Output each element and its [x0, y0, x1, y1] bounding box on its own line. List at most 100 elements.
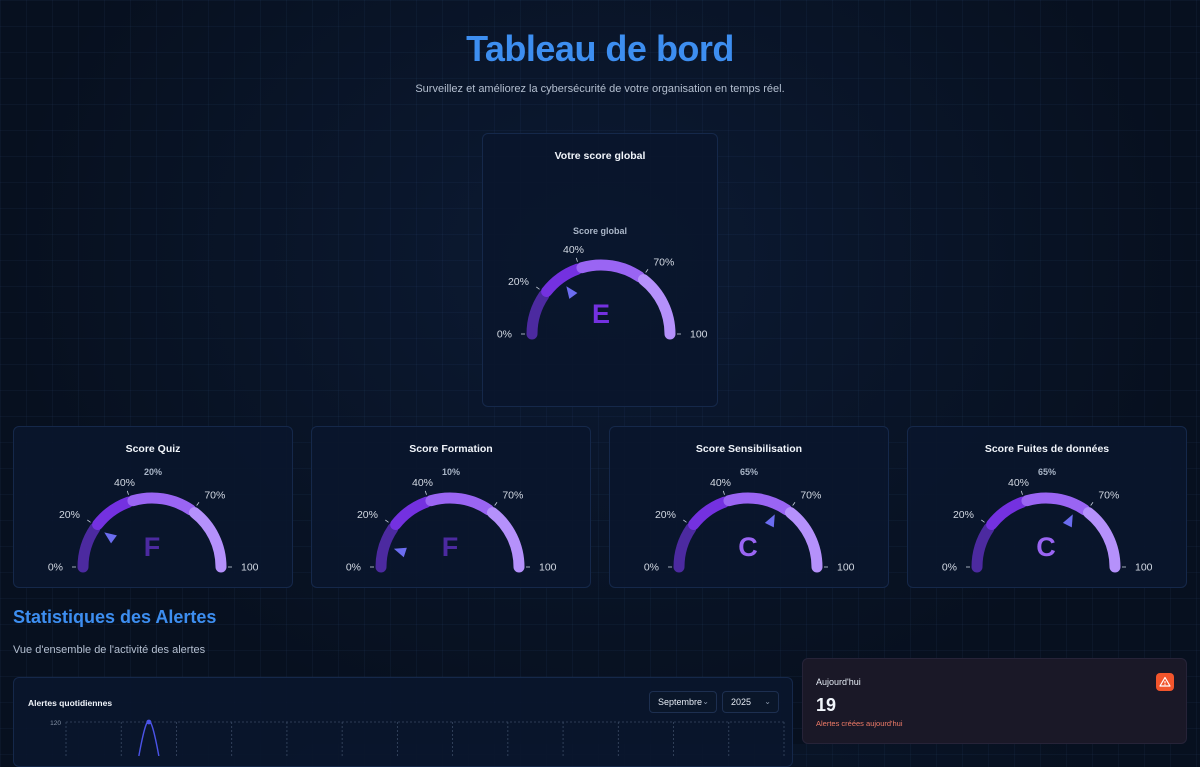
score-formation-gauge: 0% 20% 40% 70% 100 F — [346, 477, 557, 574]
score-quiz-gauge: 0% 20% 40% 70% 100 F — [48, 477, 259, 574]
global-gauge-tick-label: 70% — [653, 256, 674, 268]
score-card-title: Score Formation — [409, 443, 493, 455]
peak-point[interactable] — [146, 719, 152, 725]
year-select[interactable]: 2025 ⌄ — [722, 691, 779, 713]
score-gauge-0-needle — [104, 532, 117, 544]
alerts-section-subtitle: Vue d'ensemble de l'activité des alertes — [13, 644, 206, 656]
score-gauge-1-tick-label: 40% — [412, 477, 433, 489]
score-gauge-0-tick-label: 0% — [48, 562, 63, 574]
score-gauge-0-segment-1 — [77, 522, 101, 573]
score-sensibilisation-gauge: 0% 20% 40% 70% 100 C — [644, 477, 855, 574]
score-gauge-3-tick-label: 20% — [953, 509, 974, 521]
today-description: Alertes créées aujourd'hui — [816, 719, 903, 728]
score-gauge-2-segment-3 — [723, 492, 793, 516]
score-gauge-1-needle — [393, 547, 407, 558]
score-gauge-0-grade: F — [144, 532, 161, 562]
score-gauge-3-tick-mark — [1090, 502, 1094, 506]
score-gauge-3-segment-2 — [986, 496, 1028, 531]
series-line — [138, 720, 160, 756]
score-gauge-2-grade: C — [738, 532, 758, 562]
today-count: 19 — [816, 695, 837, 715]
month-select[interactable]: Septembre ⌄ — [649, 691, 717, 713]
score-gauge-3-tick-label: 40% — [1008, 477, 1029, 489]
global-gauge-tick-mark — [645, 269, 649, 273]
score-gauge-0-tick-label: 100 — [241, 562, 259, 574]
page-subtitle: Surveillez et améliorez la cybersécurité… — [415, 83, 785, 95]
global-gauge-needle — [566, 286, 578, 299]
alerts-section-title: Statistiques des Alertes — [13, 607, 217, 627]
score-gauge-1-tick-label: 100 — [539, 562, 557, 574]
score-gauge-2-tick-label: 40% — [710, 477, 731, 489]
daily-alerts-chart: 120 — [50, 719, 785, 756]
score-gauge-2-tick-label: 70% — [800, 489, 821, 501]
alert-triangle-icon[interactable] — [1156, 673, 1174, 691]
score-gauge-3-tick-label: 70% — [1098, 489, 1119, 501]
score-gauge-0-tick-mark — [126, 490, 129, 495]
score-card-title: Score Sensibilisation — [695, 443, 803, 455]
score-card-formation: Score Formation 10% 0% 20% 40% 70% 100 F — [311, 426, 591, 588]
year-select-value: 2025 — [731, 697, 752, 707]
global-gauge-grade: E — [592, 299, 610, 329]
score-card-title: Score Fuites de données — [984, 443, 1110, 455]
global-gauge-tick-label: 20% — [508, 276, 529, 288]
score-gauge-2-tick-label: 0% — [644, 562, 659, 574]
score-gauge-3-needle — [1062, 514, 1073, 528]
score-gauge-1-tick-mark — [385, 519, 389, 523]
score-gauge-1-segment-4 — [486, 507, 525, 573]
score-card-percent: 65% — [739, 467, 758, 477]
chevron-down-icon: ⌄ — [702, 697, 709, 706]
global-gauge-tick-label: 40% — [563, 244, 584, 256]
y-axis-tick-label: 120 — [50, 720, 61, 727]
score-gauge-0-segment-3 — [127, 492, 197, 516]
global-score-gauge-label: Score global — [572, 226, 627, 236]
score-gauge-3-tick-mark — [1020, 490, 1023, 495]
score-gauge-1-segment-3 — [425, 492, 495, 516]
score-card-sensibilisation: Score Sensibilisation 65% 0% 20% 40% 70% 100… — [609, 426, 889, 588]
global-gauge-tick-mark — [536, 286, 540, 290]
daily-alerts-title: Alertes quotidiennes — [28, 698, 113, 708]
global-gauge-tick-mark — [575, 257, 578, 262]
today-alerts-card: Aujourd'hui 19 Alertes créées aujourd'hu… — [802, 658, 1187, 744]
score-gauge-2-segment-1 — [673, 522, 697, 573]
score-gauge-2-tick-mark — [792, 502, 796, 506]
score-card-percent: 20% — [143, 467, 162, 477]
score-card-percent: 10% — [441, 467, 460, 477]
score-gauge-0-segment-4 — [188, 507, 227, 573]
chevron-down-icon: ⌄ — [764, 697, 771, 706]
global-gauge-segment-1 — [526, 289, 550, 340]
score-gauge-2-needle — [764, 514, 775, 528]
score-gauge-0-tick-label: 70% — [204, 489, 225, 501]
global-score-card: Votre score global Score global 0% 20% 40%… — [482, 133, 718, 407]
score-gauge-3-tick-mark — [981, 519, 985, 523]
score-gauge-1-grade: F — [442, 532, 459, 562]
score-gauge-2-tick-label: 100 — [837, 562, 855, 574]
score-gauge-2-tick-mark — [722, 490, 725, 495]
score-gauge-1-segment-2 — [390, 496, 432, 531]
score-gauge-3-segment-4 — [1082, 507, 1121, 573]
score-gauge-1-tick-label: 70% — [502, 489, 523, 501]
score-gauge-2-tick-mark — [683, 519, 687, 523]
score-card-quiz: Score Quiz 20% 0% 20% 40% 70% 100 F — [13, 426, 293, 588]
global-gauge-segment-3 — [576, 259, 646, 283]
global-score-gauge: 0% 20% 40% 70% 100 E — [497, 244, 708, 341]
page-title: Tableau de bord — [466, 28, 734, 69]
score-gauge-1-tick-mark — [424, 490, 427, 495]
score-card-title: Score Quiz — [125, 443, 181, 455]
global-gauge-segment-2 — [541, 263, 583, 298]
score-gauge-3-tick-label: 100 — [1135, 562, 1153, 574]
score-gauge-1-tick-label: 20% — [357, 509, 378, 521]
global-gauge-segment-4 — [637, 274, 676, 340]
score-gauge-3-grade: C — [1036, 532, 1056, 562]
score-gauge-2-tick-label: 20% — [655, 509, 676, 521]
today-label: Aujourd'hui — [816, 677, 861, 687]
score-gauge-0-tick-mark — [87, 519, 91, 523]
score-gauge-3-segment-1 — [971, 522, 995, 573]
score-gauge-0-tick-label: 40% — [114, 477, 135, 489]
score-card-fuites: Score Fuites de données 65% 0% 20% 40% 70% 1… — [907, 426, 1187, 588]
score-gauge-1-tick-mark — [494, 502, 498, 506]
score-gauge-2-segment-2 — [688, 496, 730, 531]
score-gauge-1-segment-1 — [375, 522, 399, 573]
score-fuites-gauge: 0% 20% 40% 70% 100 C — [942, 477, 1153, 574]
score-gauge-0-tick-mark — [196, 502, 200, 506]
score-gauge-0-tick-label: 20% — [59, 509, 80, 521]
